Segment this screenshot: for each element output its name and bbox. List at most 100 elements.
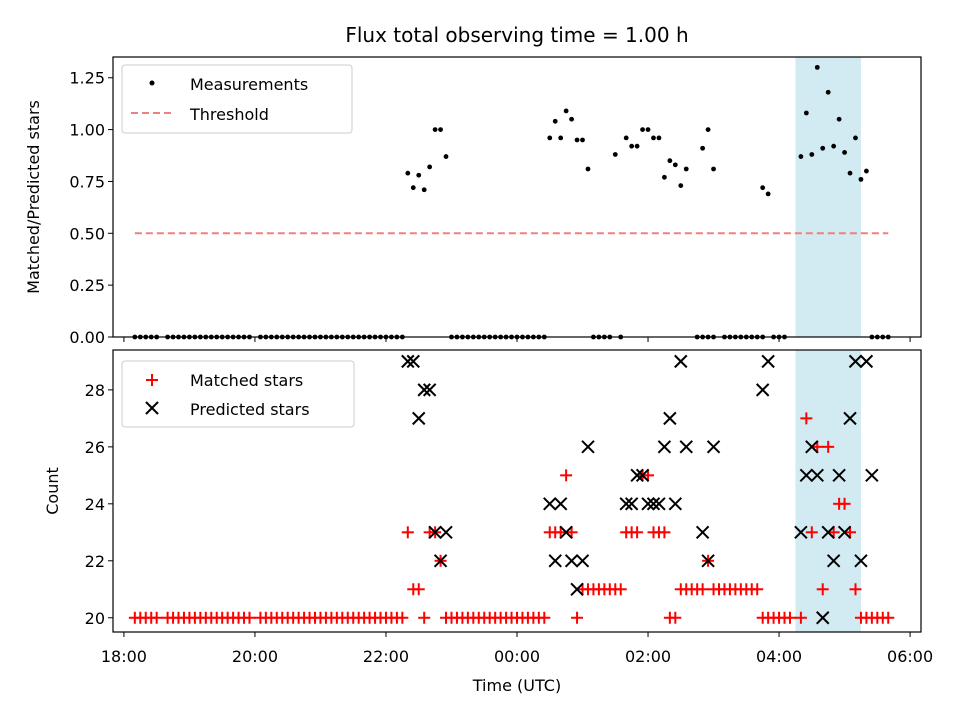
matched-star-point [560,469,573,482]
predicted-star-point [805,440,819,454]
measurement-point [820,145,826,151]
measurement-point [634,143,640,149]
measurement-point [563,108,569,114]
measurement-point [427,164,433,170]
measurement-point [765,191,771,197]
measurement-point [574,137,580,143]
measurement-point [847,170,853,176]
measurement-point [558,135,564,141]
measurement-point [711,166,716,172]
measurement-point [760,185,766,191]
xtick-label: 22:00 [363,647,409,666]
measurement-point [569,116,574,122]
matched-star-point [816,583,829,596]
predicted-star-point [570,582,584,596]
measurement-point [858,176,864,182]
measurement-point [825,89,831,95]
predicted-star-point [848,354,863,369]
legend-threshold-label: Threshold [189,105,269,124]
top-legend: Measurements Threshold [121,64,353,134]
predicted-star-point [417,383,431,397]
predicted-star-point [564,554,579,568]
predicted-star-point [832,468,846,483]
predicted-star-point [755,383,770,397]
bottom-ytick-label: 24 [85,495,105,514]
legend-matched-label: Matched stars [190,371,303,390]
predicted-star-point [865,468,879,483]
predicted-star-point [401,354,415,369]
predicted-star-point [826,554,841,568]
measurement-point [585,166,591,172]
matched-star-point [412,583,425,596]
legend-matched-marker [146,374,158,386]
matched-star-point [696,583,709,596]
measurement-point [798,154,804,159]
matched-star-point [554,526,567,539]
predicted-star-point [428,525,442,540]
predicted-star-point [799,468,814,483]
xtick-label: 00:00 [494,647,540,666]
matched-star-point [882,611,895,624]
bottom-ytick-label: 20 [85,609,105,628]
bottom-panel: 20 22 24 26 28 18:00 20:00 22:00 00:00 02:00 04:0… [43,349,933,695]
predicted-star-point [575,554,590,568]
predicted-star-point [663,411,677,426]
measurement-point [700,145,706,151]
matched-star-point [418,611,431,624]
predicted-star-point [706,440,721,454]
top-ytick-label: 0.00 [69,328,105,347]
bottom-highlight-span [795,350,861,632]
measurement-point [656,135,662,141]
predicted-star-point [646,497,661,511]
matched-star-point [565,526,578,539]
matched-star-point [150,611,163,624]
predicted-star-point [624,497,639,511]
predicted-star-point [543,497,557,511]
top-ytick-label: 0.75 [69,172,105,191]
predicted-star-point [674,354,688,369]
measurement-point [645,127,651,132]
measurement-point [803,110,809,116]
matched-star-point [571,611,584,624]
xtick-label: 20:00 [232,647,278,666]
bottom-ytick-label: 26 [85,438,105,457]
matched-star-point [805,526,818,539]
measurement-point [416,172,422,178]
top-highlight-span [795,57,861,337]
measurement-point [580,137,585,143]
predicted-star-point [439,525,453,540]
measurement-point [438,127,443,132]
x-axis-label: Time (UTC) [472,676,561,695]
matched-star-point [642,469,655,482]
measurement-point [547,135,553,141]
top-y-axis: 0.00 0.25 0.50 0.75 1.00 1.25 [69,69,113,347]
bottom-y-axis: 20 22 24 26 28 [85,381,113,628]
measurement-point [853,135,858,141]
predicted-star-point [559,525,573,540]
xtick-label: 04:00 [756,647,802,666]
top-ytick-label: 0.50 [69,224,105,243]
predicted-star-point [412,411,426,426]
measurement-point [667,158,673,164]
predicted-star-point [422,383,437,397]
predicted-star-point [843,411,857,426]
predicted-star-point [652,497,666,511]
matched-star-point [538,611,551,624]
predicted-star-point [630,468,644,483]
matched-star-point [631,526,644,539]
bottom-ytick-label: 22 [85,552,105,571]
predicted-star-point [641,497,655,511]
top-panel: 0.00 0.25 0.50 0.75 1.00 1.25 Matched/Predict… [24,56,922,347]
measurement-point [640,127,645,132]
predicted-star-point [668,497,683,511]
matched-star-point [401,526,414,539]
top-ytick-label: 1.00 [69,121,105,140]
predicted-star-point [657,440,672,454]
predicted-star-point [695,525,710,540]
measurement-point [421,187,427,193]
matched-star-point [822,440,835,453]
matched-star-point [669,611,682,624]
predicted-star-point [548,554,562,568]
predicted-stars-points [401,354,879,625]
predicted-star-point [619,497,633,511]
